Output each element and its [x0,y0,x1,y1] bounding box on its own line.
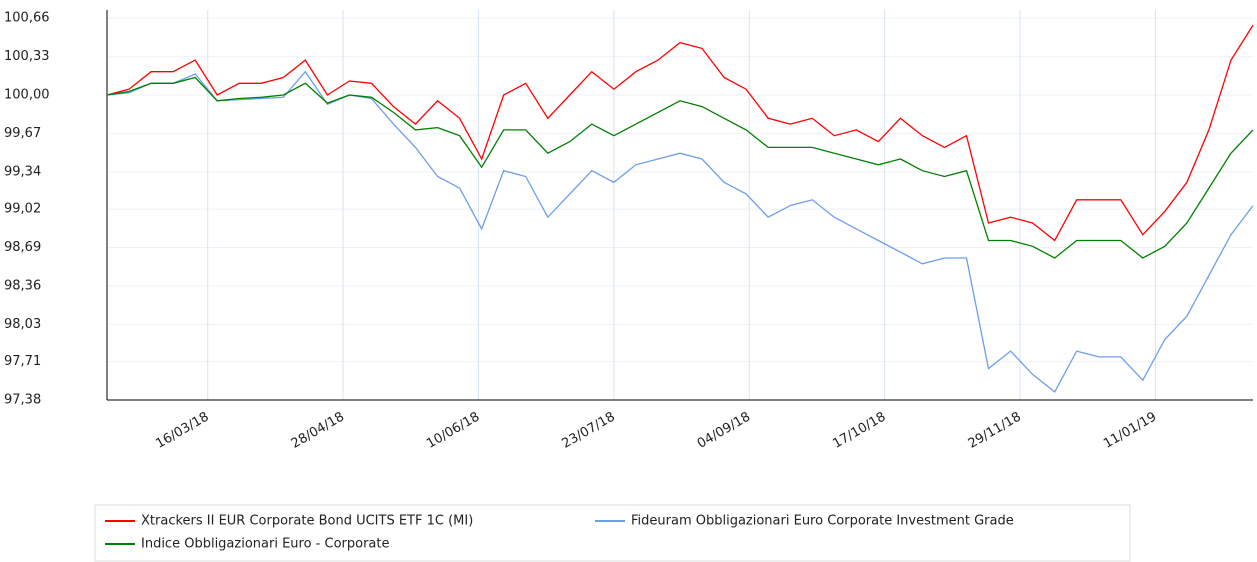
x-tick-label: 10/06/18 [424,410,482,452]
x-tick-label: 11/01/19 [1101,410,1159,452]
legend-box [94,504,1131,562]
x-tick-label: 28/04/18 [289,410,347,452]
y-tick-label: 100,33 [4,49,50,64]
series-line [106,76,1254,259]
y-tick-label: 99,67 [4,126,41,141]
y-tick-label: 99,02 [4,202,41,217]
y-tick-label: 98,69 [4,240,41,255]
y-tick-label: 100,66 [4,11,50,26]
x-tick-label: 04/09/18 [695,410,753,452]
y-tick-label: 99,34 [4,164,41,179]
x-tick-label: 23/07/18 [560,410,618,452]
legend-label: Indice Obbligazionari Euro - Corporate [141,537,390,552]
y-tick-label: 98,36 [4,278,41,293]
legend-label: Xtrackers II EUR Corporate Bond UCITS ET… [141,514,473,529]
x-tick-label: 16/03/18 [153,410,211,452]
x-tick-label: 29/11/18 [966,410,1024,452]
y-tick-label: 97,38 [4,393,41,408]
y-tick-label: 97,71 [4,354,41,369]
series-line [106,24,1254,242]
y-tick-label: 100,00 [4,87,50,102]
x-tick-label: 17/10/18 [830,410,888,452]
series-line [106,70,1254,393]
y-tick-label: 98,03 [4,317,41,332]
legend-label: Fideuram Obbligazionari Euro Corporate I… [631,514,1014,529]
